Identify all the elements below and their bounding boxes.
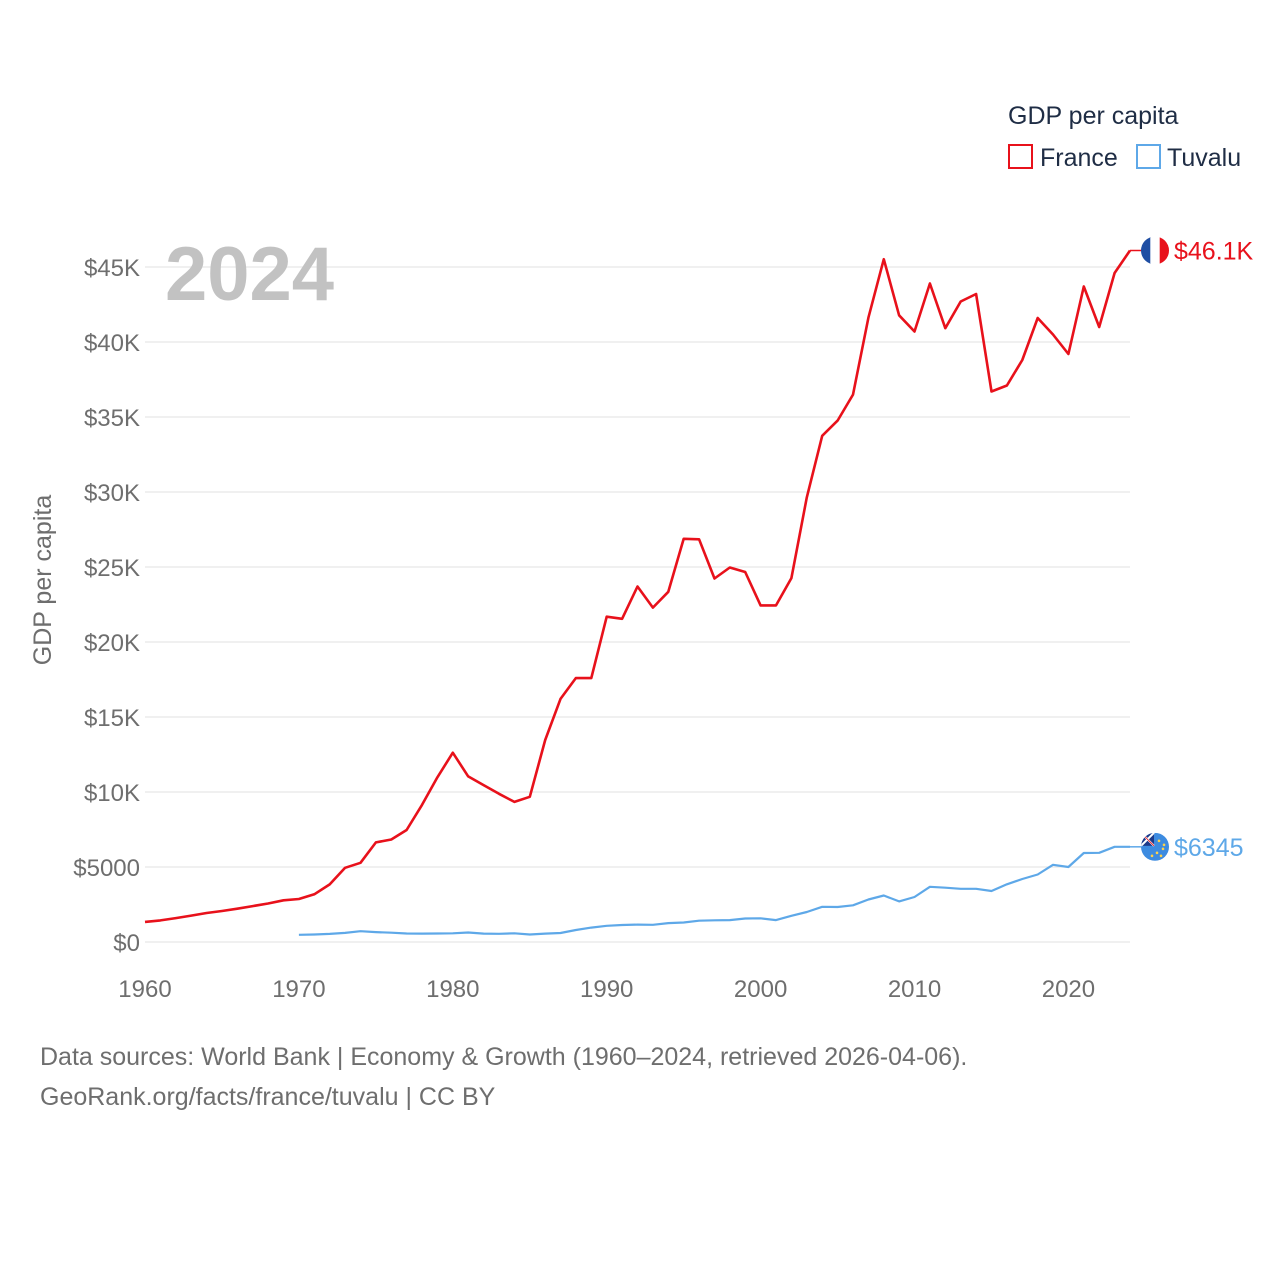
end-labels: $46.1K $6345 [1130, 236, 1254, 862]
legend-label-tuvalu: Tuvalu [1167, 144, 1241, 172]
end-label-tuvalu: $6345 [1174, 834, 1244, 862]
tuvalu-flag-icon [1141, 832, 1169, 861]
year-watermark: 2024 [165, 232, 334, 317]
y-axis-label: GDP per capita [29, 495, 57, 666]
x-tick-label: 2000 [734, 976, 787, 1003]
x-axis-ticks: 1960 1970 1980 1990 2000 2010 2020 [118, 976, 1095, 1003]
y-tick-label: $15K [84, 705, 140, 732]
y-tick-label: $25K [84, 555, 140, 582]
y-tick-label: $20K [84, 630, 140, 657]
legend-swatch-tuvalu [1136, 144, 1161, 169]
y-tick-label: $10K [84, 780, 140, 807]
x-tick-label: 1990 [580, 976, 633, 1003]
footer-credit[interactable]: GeoRank.org/facts/france/tuvalu | CC BY [40, 1083, 496, 1111]
y-tick-label: $5000 [73, 855, 140, 882]
end-label-france: $46.1K [1174, 238, 1254, 266]
y-axis-ticks: $0 $5000 $10K $15K $20K $25K $30K $35K $40K $45K [73, 255, 140, 957]
y-tick-label: $0 [113, 930, 140, 957]
legend-title: GDP per capita [1008, 102, 1179, 130]
series-line-tuvalu [298, 845, 1130, 936]
y-tick-label: $30K [84, 480, 140, 507]
france-flag-icon [1141, 236, 1169, 265]
footer-sources: Data sources: World Bank | Economy & Gro… [40, 1043, 968, 1071]
legend-swatch-france [1008, 144, 1033, 169]
x-tick-label: 2020 [1042, 976, 1095, 1003]
x-tick-label: 1980 [426, 976, 479, 1003]
y-tick-label: $45K [84, 255, 140, 282]
series-line-france [144, 249, 1132, 924]
x-tick-label: 2010 [888, 976, 941, 1003]
x-tick-label: 1960 [118, 976, 171, 1003]
legend-label-france: France [1040, 144, 1118, 172]
legend: GDP per capita France Tuvalu [1008, 102, 1241, 172]
y-tick-label: $35K [84, 405, 140, 432]
x-tick-label: 1970 [272, 976, 325, 1003]
y-tick-label: $40K [84, 330, 140, 357]
gridlines [145, 266, 1130, 943]
series-lines [144, 249, 1132, 936]
